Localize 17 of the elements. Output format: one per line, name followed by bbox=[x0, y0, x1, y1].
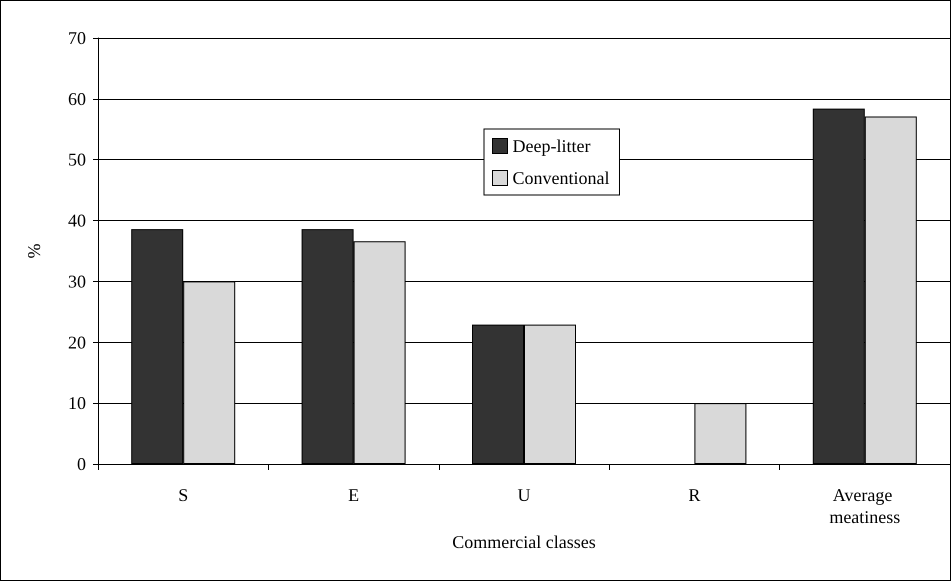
x-tick-label: U bbox=[518, 485, 530, 505]
x-axis-title: Commercial classes bbox=[452, 532, 596, 552]
y-tick-label: 10 bbox=[68, 393, 86, 414]
x-tick-label: S bbox=[178, 485, 188, 505]
y-tick-label: 40 bbox=[68, 210, 86, 231]
legend-label: Deep-litter bbox=[512, 136, 590, 156]
x-tick-label: R bbox=[688, 485, 700, 505]
y-tick-label: 50 bbox=[68, 150, 86, 170]
y-tick-label: 20 bbox=[68, 332, 86, 352]
x-tick-label: Average meatiness bbox=[829, 485, 900, 527]
y-axis-title: % bbox=[24, 244, 44, 258]
y-tick-label: 60 bbox=[68, 88, 86, 109]
x-tick-label: E bbox=[348, 485, 360, 505]
y-tick-label: 0 bbox=[77, 454, 86, 474]
y-tick-label: 30 bbox=[68, 271, 86, 292]
legend-label: Conventional bbox=[512, 168, 610, 188]
y-tick-label: 70 bbox=[68, 28, 86, 48]
